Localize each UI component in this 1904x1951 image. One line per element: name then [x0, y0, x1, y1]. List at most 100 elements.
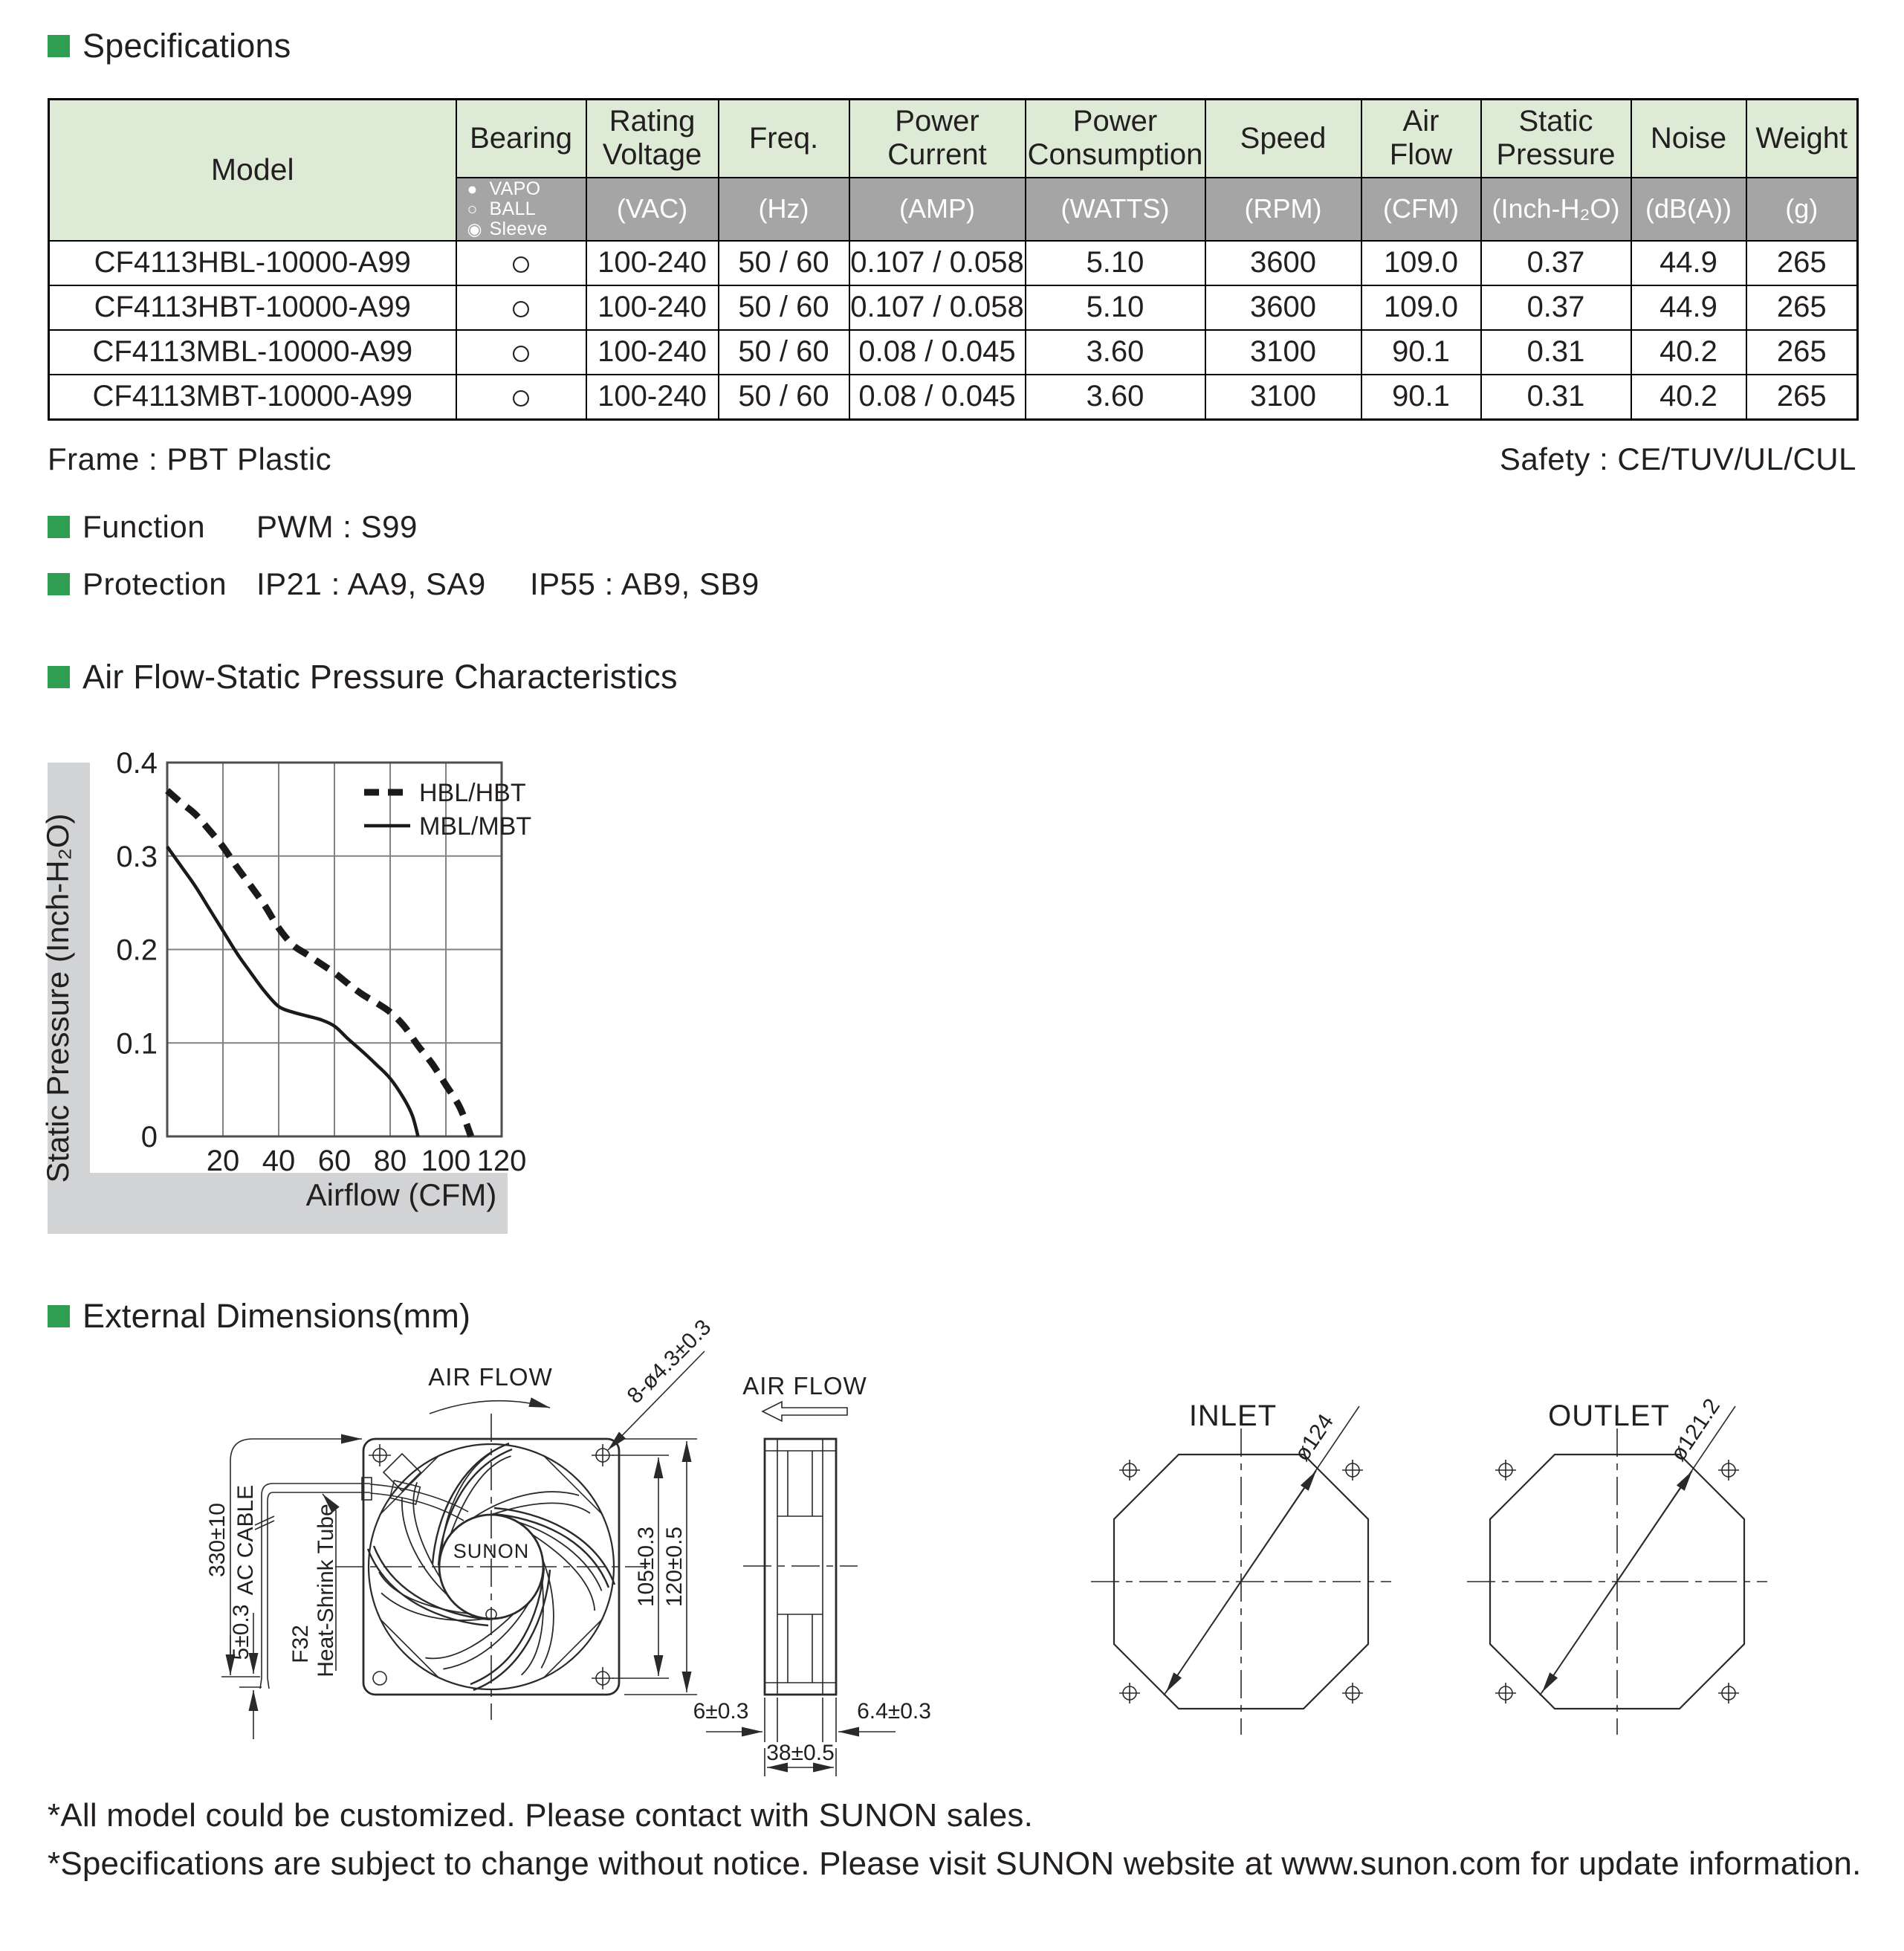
spec-table: Model Bearing Rating Voltage Freq. Power…	[48, 98, 1859, 421]
spec-cell-noise: 40.2	[1630, 373, 1747, 420]
svg-text:0.3: 0.3	[116, 841, 158, 873]
function-label: Function	[82, 509, 206, 544]
svg-text:5±0.3: 5±0.3	[229, 1605, 253, 1660]
fan-front-view: SUNON 330±10	[205, 1319, 716, 1739]
chart-curves	[165, 788, 475, 1138]
inlet-title: INLET	[1189, 1400, 1277, 1432]
inlet-holes	[1119, 1460, 1363, 1704]
spec-cell-airflow: 109.0	[1360, 239, 1482, 286]
dim-frame-size: 120±0.5	[624, 1438, 697, 1695]
green-bullet-icon	[48, 1305, 70, 1327]
spec-cell-pressure: 0.31	[1480, 329, 1632, 375]
col-header-noise: Noise	[1630, 98, 1747, 178]
svg-text:6.4±0.3: 6.4±0.3	[857, 1699, 931, 1724]
heat-shrink-label: F32 Heat-Shrink Tube	[288, 1493, 340, 1677]
col-header-bearing: Bearing	[455, 98, 587, 178]
outlet-diameter: ø121.2	[1665, 1394, 1725, 1466]
protection-ip55: IP55 : AB9, SB9	[530, 566, 760, 601]
holes-callout: 8-ø4.3±0.3	[607, 1319, 716, 1451]
spec-table-row: CF4113HBL-10000-A99 ○ 100-240 50 / 60 0.107 …	[48, 239, 1859, 286]
spec-cell-freq: 50 / 60	[717, 329, 850, 375]
outlet-octagon	[1489, 1453, 1746, 1710]
spec-cell-pressure: 0.31	[1480, 373, 1632, 420]
safety-note: Safety : CE/TUV/UL/CUL	[1499, 441, 1856, 476]
dim-wire-length: 5±0.3	[229, 1605, 262, 1739]
spec-table-row: CF4113MBL-10000-A99 ○ 100-240 50 / 60 0.08 /…	[48, 329, 1859, 375]
spec-cell-freq: 50 / 60	[717, 373, 850, 420]
svg-text:105±0.3: 105±0.3	[634, 1527, 658, 1607]
svg-text:20: 20	[207, 1145, 240, 1177]
spec-cell-current: 0.08 / 0.045	[848, 373, 1026, 420]
spec-cell-voltage: 100-240	[585, 284, 719, 331]
front-airflow-label: AIR FLOW	[428, 1363, 553, 1414]
svg-text:AIR FLOW: AIR FLOW	[428, 1363, 553, 1391]
spec-cell-freq: 50 / 60	[717, 284, 850, 331]
unit-inch-h2o: (Inch-H₂O)	[1480, 176, 1632, 242]
spec-cell-model: CF4113MBT-10000-A99	[48, 373, 457, 420]
green-bullet-icon	[48, 666, 70, 688]
y-axis-strip	[48, 763, 90, 1234]
spec-cell-noise: 40.2	[1630, 329, 1747, 375]
spec-table-body: CF4113HBL-10000-A99 ○ 100-240 50 / 60 0.107 …	[48, 239, 1859, 420]
dim-hole-pitch: 105±0.3	[612, 1455, 669, 1679]
dim-cable-length: 330±10 AC CABLE	[205, 1434, 362, 1677]
dimensions-section-header: External Dimensions(mm)	[48, 1297, 470, 1336]
dim-side-depths: 6±0.3 6.4±0.3 38±0.5	[693, 1698, 931, 1776]
fan-side-view: AIR FLOW 6±0.3 6.4±0.3 38±0.5	[693, 1372, 931, 1776]
unit-rpm: (RPM)	[1204, 176, 1362, 242]
spec-cell-watts: 3.60	[1024, 329, 1206, 375]
chart-legend: HBL/HBT MBL/MBT	[364, 779, 531, 841]
spec-table-row: CF4113HBT-10000-A99 ○ 100-240 50 / 60 0.107 …	[48, 284, 1859, 331]
spec-cell-bearing: ○	[455, 239, 587, 286]
legend-label: MBL/MBT	[419, 812, 531, 841]
svg-text:Heat-Shrink Tube: Heat-Shrink Tube	[314, 1504, 338, 1677]
spec-cell-model: CF4113HBT-10000-A99	[48, 284, 457, 331]
svg-text:40: 40	[262, 1145, 296, 1177]
spec-cell-bearing: ○	[455, 284, 587, 331]
cable-grommet	[361, 1477, 372, 1501]
col-header-pressure: Static Pressure	[1480, 98, 1632, 178]
spec-cell-watts: 5.10	[1024, 239, 1206, 286]
svg-text:80: 80	[374, 1145, 407, 1177]
bearing-legend-ball: ○ BALL	[467, 198, 536, 219]
spec-cell-weight: 265	[1745, 284, 1859, 331]
svg-text:AC CABLE: AC CABLE	[233, 1485, 258, 1595]
y-axis-label: Static Pressure (Inch-H₂O)	[40, 813, 75, 1182]
spec-cell-watts: 5.10	[1024, 284, 1206, 331]
unit-watts: (WATTS)	[1024, 176, 1206, 242]
inlet-octagon	[1113, 1453, 1370, 1710]
spec-cell-noise: 44.9	[1630, 239, 1747, 286]
unit-cfm: (CFM)	[1360, 176, 1482, 242]
outlet-holes	[1495, 1460, 1739, 1704]
spec-table-row: CF4113MBT-10000-A99 ○ 100-240 50 / 60 0.08 /…	[48, 373, 1859, 420]
spec-cell-voltage: 100-240	[585, 329, 719, 375]
section-title-dimensions: External Dimensions(mm)	[82, 1297, 471, 1335]
ac-cable	[254, 1477, 469, 1689]
svg-text:AIR FLOW: AIR FLOW	[742, 1372, 867, 1400]
vapo-symbol-icon: ●	[467, 179, 478, 198]
x-axis-label: Airflow (CFM)	[306, 1177, 497, 1212]
chart-gridlines	[166, 761, 503, 1138]
unit-g: (g)	[1745, 176, 1859, 242]
unit-hz: (Hz)	[717, 176, 850, 242]
spec-cell-weight: 265	[1745, 329, 1859, 375]
section-title-specifications: Specifications	[82, 27, 291, 65]
spec-cell-weight: 265	[1745, 373, 1859, 420]
side-outline	[763, 1437, 838, 1696]
protection-label: Protection	[82, 566, 227, 601]
col-header-weight: Weight	[1745, 98, 1859, 178]
green-bullet-icon	[48, 516, 70, 538]
svg-text:8-ø4.3±0.3: 8-ø4.3±0.3	[623, 1319, 716, 1408]
svg-text:0.2: 0.2	[116, 934, 158, 967]
inlet-diameter: ø124	[1289, 1410, 1338, 1466]
unit-vac: (VAC)	[585, 176, 719, 242]
spec-cell-airflow: 90.1	[1360, 373, 1482, 420]
hub-bottom-hole	[485, 1608, 497, 1620]
col-header-consumption: Power Consumption	[1024, 98, 1206, 178]
svg-text:120: 120	[477, 1145, 527, 1177]
protection-ip21: IP21 : AA9, SA9	[256, 566, 486, 601]
col-header-speed: Speed	[1204, 98, 1362, 178]
bearing-legend-cell: ● VAPO ○ BALL ◉ Sleeve	[455, 176, 587, 242]
spec-cell-airflow: 109.0	[1360, 284, 1482, 331]
svg-text:0.1: 0.1	[116, 1027, 158, 1060]
